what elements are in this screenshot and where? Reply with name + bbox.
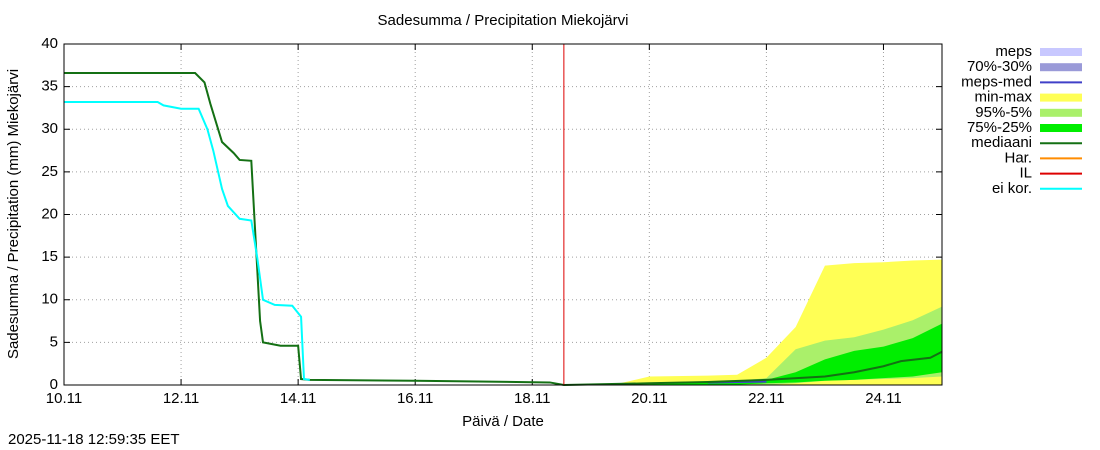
y-tick-label: 15: [41, 248, 58, 265]
x-tick-label: 20.11: [631, 390, 667, 407]
y-tick-label: 25: [41, 163, 58, 180]
legend-swatch: [1040, 124, 1082, 132]
x-tick-label: 14.11: [280, 390, 316, 407]
line: [64, 71, 943, 387]
y-tick-label: 0: [50, 376, 58, 393]
x-tick-label: 18.11: [514, 390, 550, 407]
x-tick-label: 12.11: [163, 390, 199, 407]
legend-label: Har.: [1004, 149, 1032, 166]
y-tick-label: 10: [41, 291, 58, 308]
x-tick-label: 10.11: [46, 390, 82, 407]
chart-title: Sadesumma / Precipitation Miekojärvi: [378, 12, 629, 29]
y-axis-label: Sadesumma / Precipitation (mm) Miekojärv…: [5, 69, 22, 359]
y-tick-label: 30: [41, 120, 58, 137]
legend-swatch: [1040, 63, 1082, 72]
legend-label: ei kor.: [992, 180, 1032, 197]
x-tick-label: 16.11: [397, 390, 433, 407]
band: [563, 323, 942, 385]
x-axis-label: Päivä / Date: [462, 413, 544, 430]
legend-label: IL: [1019, 165, 1032, 182]
legend-label: mediaani: [971, 134, 1032, 151]
x-tick-label: 24.11: [865, 390, 901, 407]
timestamp: 2025-11-18 12:59:35 EET: [8, 431, 180, 448]
line: [64, 100, 310, 381]
legend-swatch: [1040, 48, 1082, 56]
legend-swatch: [1040, 93, 1082, 102]
y-tick-label: 20: [41, 205, 58, 222]
legend-label: 75%-25%: [967, 119, 1032, 136]
y-tick-label: 35: [41, 78, 58, 95]
legend-swatch: [1040, 108, 1082, 117]
legend-label: meps: [995, 43, 1032, 60]
legend-label: min-max: [974, 89, 1032, 106]
plot-frame: [63, 43, 943, 386]
y-tick-label: 40: [41, 35, 58, 52]
x-tick-label: 22.11: [748, 390, 784, 407]
legend-label: 95%-5%: [975, 104, 1032, 121]
y-tick-label: 5: [50, 333, 58, 350]
legend-label: meps-med: [961, 73, 1032, 90]
legend-label: 70%-30%: [967, 58, 1032, 75]
